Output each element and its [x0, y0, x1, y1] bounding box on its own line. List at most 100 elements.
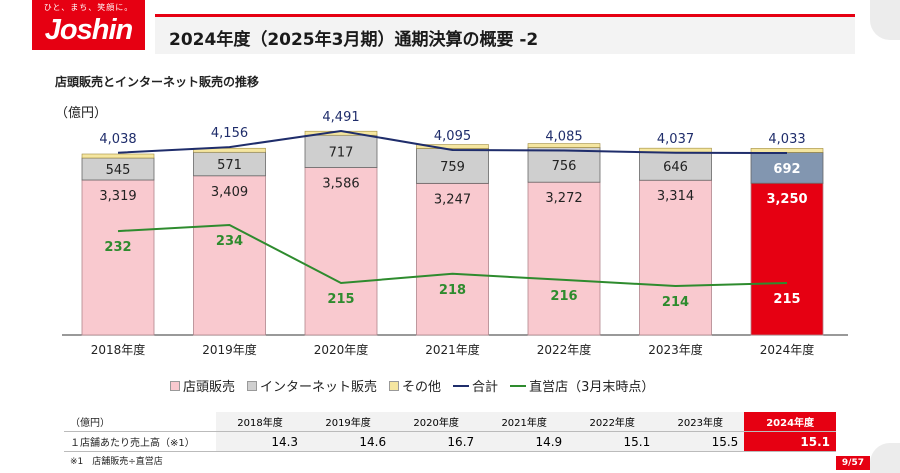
legend-swatch-total [453, 384, 470, 387]
internet-value-label: 756 [552, 159, 577, 174]
legend-label-total: 合計 [472, 380, 499, 395]
internet-value-label: 545 [106, 163, 131, 178]
legend-item-store: 店頭販売 [170, 376, 235, 395]
x-tick-label: 2023年度 [648, 342, 703, 357]
legend: 店頭販売 インターネット販売 その他 合計 直営店（3月末時点） [170, 376, 666, 395]
table-year: 2019年度 [304, 412, 393, 432]
bar-other [527, 143, 601, 148]
store-value-label: 3,586 [322, 177, 359, 192]
legend-label-store: 店頭販売 [183, 380, 236, 395]
table-cell: 14.3 [216, 431, 305, 452]
title-bar: 2024年度（2025年3月期）通期決算の概要 -2 [155, 14, 855, 54]
bar-other [81, 153, 155, 159]
total-value-label: 4,038 [99, 132, 136, 147]
store-count-label: 234 [216, 234, 243, 249]
store-count-label: 232 [104, 240, 131, 255]
total-value-label: 4,491 [322, 110, 359, 125]
legend-label-other: その他 [402, 380, 442, 395]
page-number: 9/57 [835, 456, 870, 470]
table-year-highlight: 2024年度 [744, 412, 836, 432]
store-value-label: 3,250 [766, 192, 807, 207]
store-value-label: 3,247 [434, 192, 471, 207]
legend-item-total: 合計 [453, 376, 498, 395]
internet-value-label: 692 [773, 162, 800, 177]
table-year: 2023年度 [656, 412, 745, 432]
table-header-label: （億円） [64, 412, 216, 432]
bar-store [81, 179, 155, 336]
table-cell: 14.9 [480, 431, 569, 452]
x-tick-label: 2024年度 [760, 342, 815, 357]
store-value-label: 3,314 [657, 189, 694, 204]
total-value-label: 4,037 [657, 132, 694, 147]
table-year: 2020年度 [392, 412, 481, 432]
legend-swatch-internet [247, 380, 258, 391]
legend-item-stores: 直営店（3月末時点） [510, 376, 654, 395]
corner-decoration [870, 443, 900, 473]
total-value-label: 4,033 [768, 132, 805, 147]
bar-store [639, 179, 712, 336]
store-count-label: 218 [439, 283, 466, 298]
table-row: １店舗あたり売上高（※1） 14.3 14.6 16.7 14.9 15.1 1… [64, 431, 836, 452]
total-value-label: 4,085 [545, 130, 582, 145]
bar-store [750, 182, 824, 336]
footnote: ※1 店舗販売÷直営店 [70, 457, 163, 467]
table-cell: 15.5 [656, 431, 745, 452]
header: ひと、まち、笑顔に。 Joshin 2024年度（2025年3月期）通期決算の概… [0, 0, 900, 60]
table-cell: 15.1 [568, 431, 657, 452]
bar-store [527, 181, 601, 336]
joshin-logo: ひと、まち、笑顔に。 Joshin [32, 0, 145, 50]
legend-label-internet: インターネット販売 [260, 380, 378, 395]
internet-value-label: 759 [440, 160, 465, 175]
x-tick-label: 2020年度 [314, 342, 369, 357]
corner-decoration [870, 0, 900, 40]
legend-label-stores: 直営店（3月末時点） [529, 380, 655, 395]
table-cell: 14.6 [304, 431, 393, 452]
table-year: 2021年度 [480, 412, 569, 432]
bar-store [304, 167, 378, 336]
bar-store [193, 175, 266, 336]
internet-value-label: 717 [329, 145, 354, 160]
bar-other [416, 144, 489, 149]
x-tick-label: 2019年度 [202, 342, 257, 357]
table-cell: 16.7 [392, 431, 481, 452]
total-line [117, 129, 788, 154]
store-count-label: 215 [773, 292, 800, 307]
legend-item-other: その他 [389, 376, 441, 395]
legend-item-internet: インターネット販売 [247, 376, 377, 395]
store-value-label: 3,409 [211, 185, 248, 200]
store-value-label: 3,319 [99, 189, 136, 204]
table-row-label: １店舗あたり売上高（※1） [64, 431, 216, 452]
store-count-label: 214 [662, 295, 689, 310]
internet-value-label: 571 [217, 158, 242, 173]
total-value-label: 4,156 [211, 126, 248, 141]
legend-swatch-other [389, 380, 400, 391]
legend-swatch-store [170, 380, 180, 391]
bar-other [193, 147, 266, 153]
bar-internet [750, 152, 824, 184]
bar-internet [416, 148, 489, 184]
store-count-label: 216 [550, 289, 577, 304]
store-count-line [117, 223, 788, 288]
y-axis-label: （億円） [55, 105, 107, 121]
internet-value-label: 646 [663, 160, 688, 175]
legend-swatch-stores [510, 384, 527, 387]
x-tick-label: 2018年度 [91, 342, 146, 357]
table-year: 2018年度 [216, 412, 305, 432]
logo-tagline: ひと、まち、笑顔に。 [43, 3, 134, 12]
store-value-label: 3,272 [545, 191, 582, 206]
per-store-sales-table: （億円） 2018年度 2019年度 2020年度 2021年度 2022年度 … [64, 412, 836, 452]
page-title: 2024年度（2025年3月期）通期決算の概要 -2 [169, 30, 539, 50]
total-value-label: 4,095 [434, 129, 471, 144]
table-header-row: （億円） 2018年度 2019年度 2020年度 2021年度 2022年度 … [64, 412, 836, 432]
chart: （億円） 3,319 545 2018年度 3,409 571 2019年度 3,586 71… [55, 105, 848, 357]
store-count-label: 215 [327, 292, 354, 307]
bar-internet [527, 147, 601, 183]
table-cell-highlight: 15.1 [744, 431, 836, 452]
section-title: 店頭販売とインターネット販売の推移 [55, 75, 260, 89]
table-year: 2022年度 [568, 412, 657, 432]
x-tick-label: 2022年度 [537, 342, 592, 357]
bar-other [750, 148, 824, 153]
x-tick-label: 2021年度 [425, 342, 480, 357]
bar-store [416, 182, 489, 336]
logo-wordmark: Joshin [44, 14, 133, 46]
